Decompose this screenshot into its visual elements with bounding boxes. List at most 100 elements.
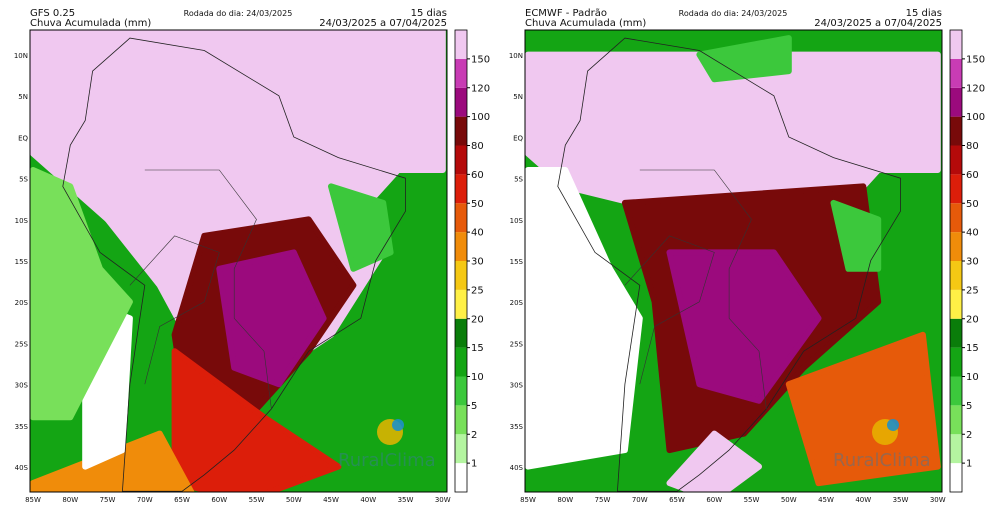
map-frame: [29, 29, 448, 493]
map-frame: [524, 29, 943, 493]
colorbar-label: 15: [966, 343, 979, 354]
border: [129, 235, 220, 385]
lat-label: 40S: [510, 464, 524, 472]
lon-label: 55W: [249, 496, 265, 504]
watermark: RuralClima: [338, 450, 436, 471]
colorbar-label: 60: [471, 170, 484, 181]
lat-label: 25S: [15, 340, 29, 348]
colorbar-swatch: [455, 58, 467, 88]
watermark: RuralClima: [833, 450, 931, 471]
rain-area: [696, 35, 792, 83]
colorbar-swatch: [950, 318, 962, 348]
colorbar-label: 60: [966, 170, 979, 181]
lon-label: 50W: [286, 496, 302, 504]
lat-label: 40S: [15, 464, 29, 472]
duration: 15 dias: [906, 8, 942, 19]
product: Chuva Acumulada (mm): [525, 18, 646, 29]
lon-label: 60W: [211, 496, 227, 504]
lat-label: EQ: [513, 134, 523, 142]
colorbar-swatch: [950, 347, 962, 377]
colorbar-swatch: [455, 318, 467, 348]
colorbar-label: 1: [471, 459, 477, 470]
colorbar-label: 40: [966, 228, 979, 239]
lat-label: 10S: [15, 217, 29, 225]
colorbar-label: 5: [471, 401, 477, 412]
colorbar-swatch: [950, 376, 962, 406]
lon-label: 65W: [174, 496, 190, 504]
colorbar-swatch: [950, 405, 962, 435]
lat-label: 15S: [510, 258, 524, 266]
lon-label: 60W: [706, 496, 722, 504]
colorbar-label: 120: [966, 83, 985, 94]
period: 24/03/2025 a 07/04/2025: [319, 18, 447, 29]
colorbar-label: 30: [966, 257, 979, 268]
colorbar-swatch: [455, 203, 467, 233]
colorbar-label: 80: [471, 141, 484, 152]
colorbar-label: 15: [471, 343, 484, 354]
colorbar-swatch: [950, 232, 962, 261]
colorbar-swatch: [455, 87, 467, 117]
colorbar-label: 2: [966, 430, 972, 441]
lon-label: 65W: [669, 496, 685, 504]
run-date: Rodada do dia: 24/03/2025: [679, 9, 788, 18]
lat-label: 20S: [15, 299, 29, 307]
colorbar-label: 100: [471, 112, 490, 123]
colorbar-swatch: [455, 116, 467, 146]
rain-area: [216, 249, 327, 388]
lon-label: 35W: [893, 496, 909, 504]
border: [144, 169, 272, 409]
logo: [392, 419, 404, 431]
lat-label: 5S: [19, 176, 28, 184]
colorbar-label: 25: [471, 285, 484, 296]
rain-area: [328, 183, 394, 272]
period: 24/03/2025 a 07/04/2025: [814, 18, 942, 29]
lon-label: 45W: [323, 496, 339, 504]
lon-label: 35W: [398, 496, 414, 504]
lon-label: 85W: [25, 496, 41, 504]
run-date: Rodada do dia: 24/03/2025: [184, 9, 293, 18]
model: GFS 0.25: [30, 8, 75, 19]
colorbar-label: 80: [966, 141, 979, 152]
lat-label: 30S: [15, 382, 29, 390]
colorbar-swatch: [950, 174, 962, 204]
colorbar-label: 25: [966, 285, 979, 296]
lon-label: 75W: [595, 496, 611, 504]
colorbar-swatch: [455, 347, 467, 377]
colorbar-swatch: [950, 116, 962, 146]
colorbar-swatch: [455, 145, 467, 175]
lon-label: 80W: [62, 496, 78, 504]
lat-label: 5N: [18, 93, 28, 101]
colorbar-label: 20: [966, 314, 979, 325]
colorbar-label: 100: [966, 112, 985, 123]
colorbar-label: 2: [471, 430, 477, 441]
colorbar-swatch: [455, 434, 467, 464]
colorbar-label: 150: [471, 54, 490, 65]
colorbar-swatch: [455, 261, 467, 290]
colorbar-label: 5: [966, 401, 972, 412]
lon-label: 70W: [137, 496, 153, 504]
colorbar-swatch: [455, 463, 467, 492]
lon-label: 80W: [557, 496, 573, 504]
border: [639, 169, 767, 409]
colorbar-label: 10: [966, 372, 979, 383]
lat-label: 10N: [509, 52, 523, 60]
rain-area: [525, 167, 643, 470]
colorbar-label: 1: [966, 459, 972, 470]
lat-label: 35S: [510, 423, 524, 431]
lat-label: 15S: [15, 258, 29, 266]
colorbar-swatch: [950, 261, 962, 290]
lat-label: 20S: [510, 299, 524, 307]
lon-label: 55W: [744, 496, 760, 504]
colorbar-swatch: [950, 30, 962, 59]
colorbar-swatch: [950, 145, 962, 175]
lat-label: 5N: [513, 93, 523, 101]
colorbar-label: 10: [471, 372, 484, 383]
colorbar-swatch: [455, 405, 467, 435]
colorbar-label: 50: [966, 199, 979, 210]
colorbar-swatch: [455, 174, 467, 204]
colorbar-swatch: [950, 463, 962, 492]
colorbar-label: 120: [471, 83, 490, 94]
